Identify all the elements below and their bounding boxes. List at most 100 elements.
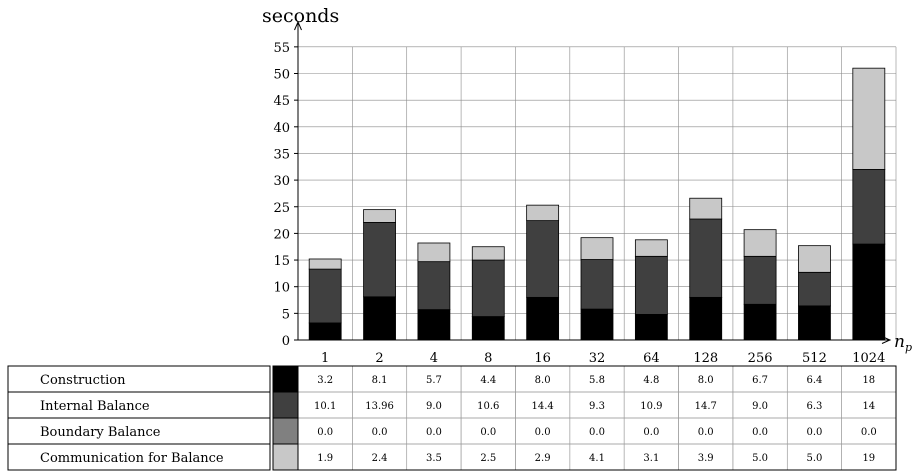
- data-label-communication-for-balance-32: 4.1: [589, 453, 605, 464]
- bar-segment-internal-balance-8: [471, 259, 505, 317]
- x-axis-label-subscript: p: [905, 341, 912, 354]
- data-label-communication-for-balance-256: 5.0: [752, 453, 768, 464]
- y-tick-label-35: 35: [273, 147, 290, 162]
- x-tick-label-512: 512: [802, 351, 827, 366]
- bar-segment-construction-1024: [852, 243, 886, 341]
- x-tick-label-256: 256: [748, 351, 773, 366]
- bar-segment-construction-1: [308, 322, 342, 341]
- data-label-internal-balance-1: 10.1: [314, 401, 336, 412]
- data-label-construction-32: 5.8: [589, 375, 605, 386]
- legend-swatch-construction: [272, 365, 299, 393]
- bar-segment-communication-for-balance-2: [363, 209, 396, 223]
- y-tick-label-45: 45: [273, 94, 290, 109]
- bar-segment-internal-balance-2: [363, 222, 396, 298]
- data-label-boundary-balance-2: 0.0: [372, 427, 388, 438]
- data-label-construction-64: 4.8: [643, 375, 659, 386]
- y-axis-label: seconds: [262, 5, 339, 27]
- y-axis-arrowhead: [294, 20, 302, 31]
- bar-segment-internal-balance-16: [526, 220, 560, 298]
- data-label-boundary-balance-512: 0.0: [807, 427, 823, 438]
- table-series-name-communication-for-balance: Communication for Balance: [40, 451, 224, 466]
- table-series-name-internal-balance: Internal Balance: [40, 399, 150, 414]
- y-tick-label-0: 0: [282, 334, 290, 349]
- table-series-name-construction: Construction: [40, 373, 126, 388]
- bar-segment-construction-128: [689, 296, 723, 341]
- data-label-internal-balance-512: 6.3: [807, 401, 823, 412]
- data-label-internal-balance-8: 10.6: [477, 401, 499, 412]
- data-label-internal-balance-256: 9.0: [752, 401, 768, 412]
- data-label-construction-256: 6.7: [752, 375, 768, 386]
- table-name-cell-internal-balance: [7, 391, 271, 419]
- table-name-cell-communication-for-balance: [7, 443, 271, 471]
- y-tick-label-5: 5: [282, 307, 290, 322]
- data-label-communication-for-balance-2: 2.4: [372, 453, 388, 464]
- data-label-boundary-balance-64: 0.0: [643, 427, 659, 438]
- data-label-boundary-balance-8: 0.0: [480, 427, 496, 438]
- table-border: [297, 365, 897, 471]
- y-tick-label-50: 50: [273, 68, 290, 83]
- data-label-boundary-balance-4: 0.0: [426, 427, 442, 438]
- bar-segment-communication-for-balance-512: [798, 245, 831, 273]
- data-label-boundary-balance-32: 0.0: [589, 427, 605, 438]
- x-tick-label-1: 1: [321, 351, 329, 366]
- bar-segment-construction-32: [580, 308, 614, 341]
- table-name-cell-construction: [7, 365, 271, 393]
- bar-segment-internal-balance-32: [580, 259, 614, 310]
- bar-segment-communication-for-balance-32: [580, 237, 614, 260]
- bar-segment-construction-8: [471, 316, 505, 341]
- bar-segment-communication-for-balance-4: [417, 242, 451, 263]
- data-label-communication-for-balance-16: 2.9: [535, 453, 551, 464]
- y-tick-label-30: 30: [273, 174, 290, 189]
- data-label-internal-balance-16: 14.4: [532, 401, 554, 412]
- bar-segment-construction-256: [743, 303, 777, 341]
- x-tick-label-128: 128: [693, 351, 718, 366]
- data-label-boundary-balance-16: 0.0: [535, 427, 551, 438]
- legend-swatch-communication-for-balance: [272, 443, 299, 471]
- data-label-construction-128: 8.0: [698, 375, 714, 386]
- bar-segment-internal-balance-4: [417, 261, 451, 311]
- data-label-internal-balance-2: 13.96: [365, 401, 394, 412]
- x-tick-label-4: 4: [430, 351, 438, 366]
- bar-segment-communication-for-balance-16: [526, 204, 560, 222]
- data-label-boundary-balance-128: 0.0: [698, 427, 714, 438]
- data-label-communication-for-balance-8: 2.5: [480, 453, 496, 464]
- legend-swatch-internal-balance: [272, 391, 299, 419]
- data-label-construction-1024: 18: [862, 375, 875, 386]
- bar-segment-construction-2: [363, 296, 396, 341]
- data-label-boundary-balance-1024: 0.0: [861, 427, 877, 438]
- x-axis-label: np: [894, 332, 912, 354]
- y-tick-label-20: 20: [273, 227, 290, 242]
- x-tick-label-2: 2: [375, 351, 383, 366]
- bar-segment-communication-for-balance-128: [689, 197, 723, 220]
- x-axis-arrowhead: [881, 336, 892, 344]
- y-tick-label-55: 55: [273, 41, 290, 56]
- y-tick-label-25: 25: [273, 201, 290, 216]
- bar-segment-communication-for-balance-1024: [852, 67, 886, 170]
- data-label-boundary-balance-1: 0.0: [317, 427, 333, 438]
- bar-segment-internal-balance-1024: [852, 169, 886, 245]
- data-label-internal-balance-32: 9.3: [589, 401, 605, 412]
- data-label-internal-balance-128: 14.7: [695, 401, 717, 412]
- data-label-construction-1: 3.2: [317, 375, 333, 386]
- data-label-communication-for-balance-1024: 19: [862, 453, 875, 464]
- bar-segment-construction-64: [634, 314, 668, 341]
- data-label-boundary-balance-256: 0.0: [752, 427, 768, 438]
- data-label-construction-8: 4.4: [480, 375, 496, 386]
- bar-segment-internal-balance-128: [689, 218, 723, 298]
- x-tick-label-16: 16: [534, 351, 551, 366]
- x-tick-label-1024: 1024: [852, 351, 885, 366]
- y-tick-label-15: 15: [273, 254, 290, 269]
- data-label-construction-4: 5.7: [426, 375, 442, 386]
- bar-segment-communication-for-balance-8: [471, 246, 505, 261]
- bar-segment-communication-for-balance-64: [634, 239, 668, 257]
- table-name-cell-boundary-balance: [7, 417, 271, 445]
- x-tick-label-8: 8: [484, 351, 492, 366]
- bar-segment-internal-balance-512: [798, 271, 831, 307]
- bar-segment-communication-for-balance-256: [743, 229, 777, 257]
- bar-segment-internal-balance-1: [308, 268, 342, 324]
- data-label-internal-balance-4: 9.0: [426, 401, 442, 412]
- x-tick-label-64: 64: [643, 351, 660, 366]
- data-label-construction-16: 8.0: [535, 375, 551, 386]
- data-label-communication-for-balance-128: 3.9: [698, 453, 714, 464]
- x-tick-label-32: 32: [589, 351, 606, 366]
